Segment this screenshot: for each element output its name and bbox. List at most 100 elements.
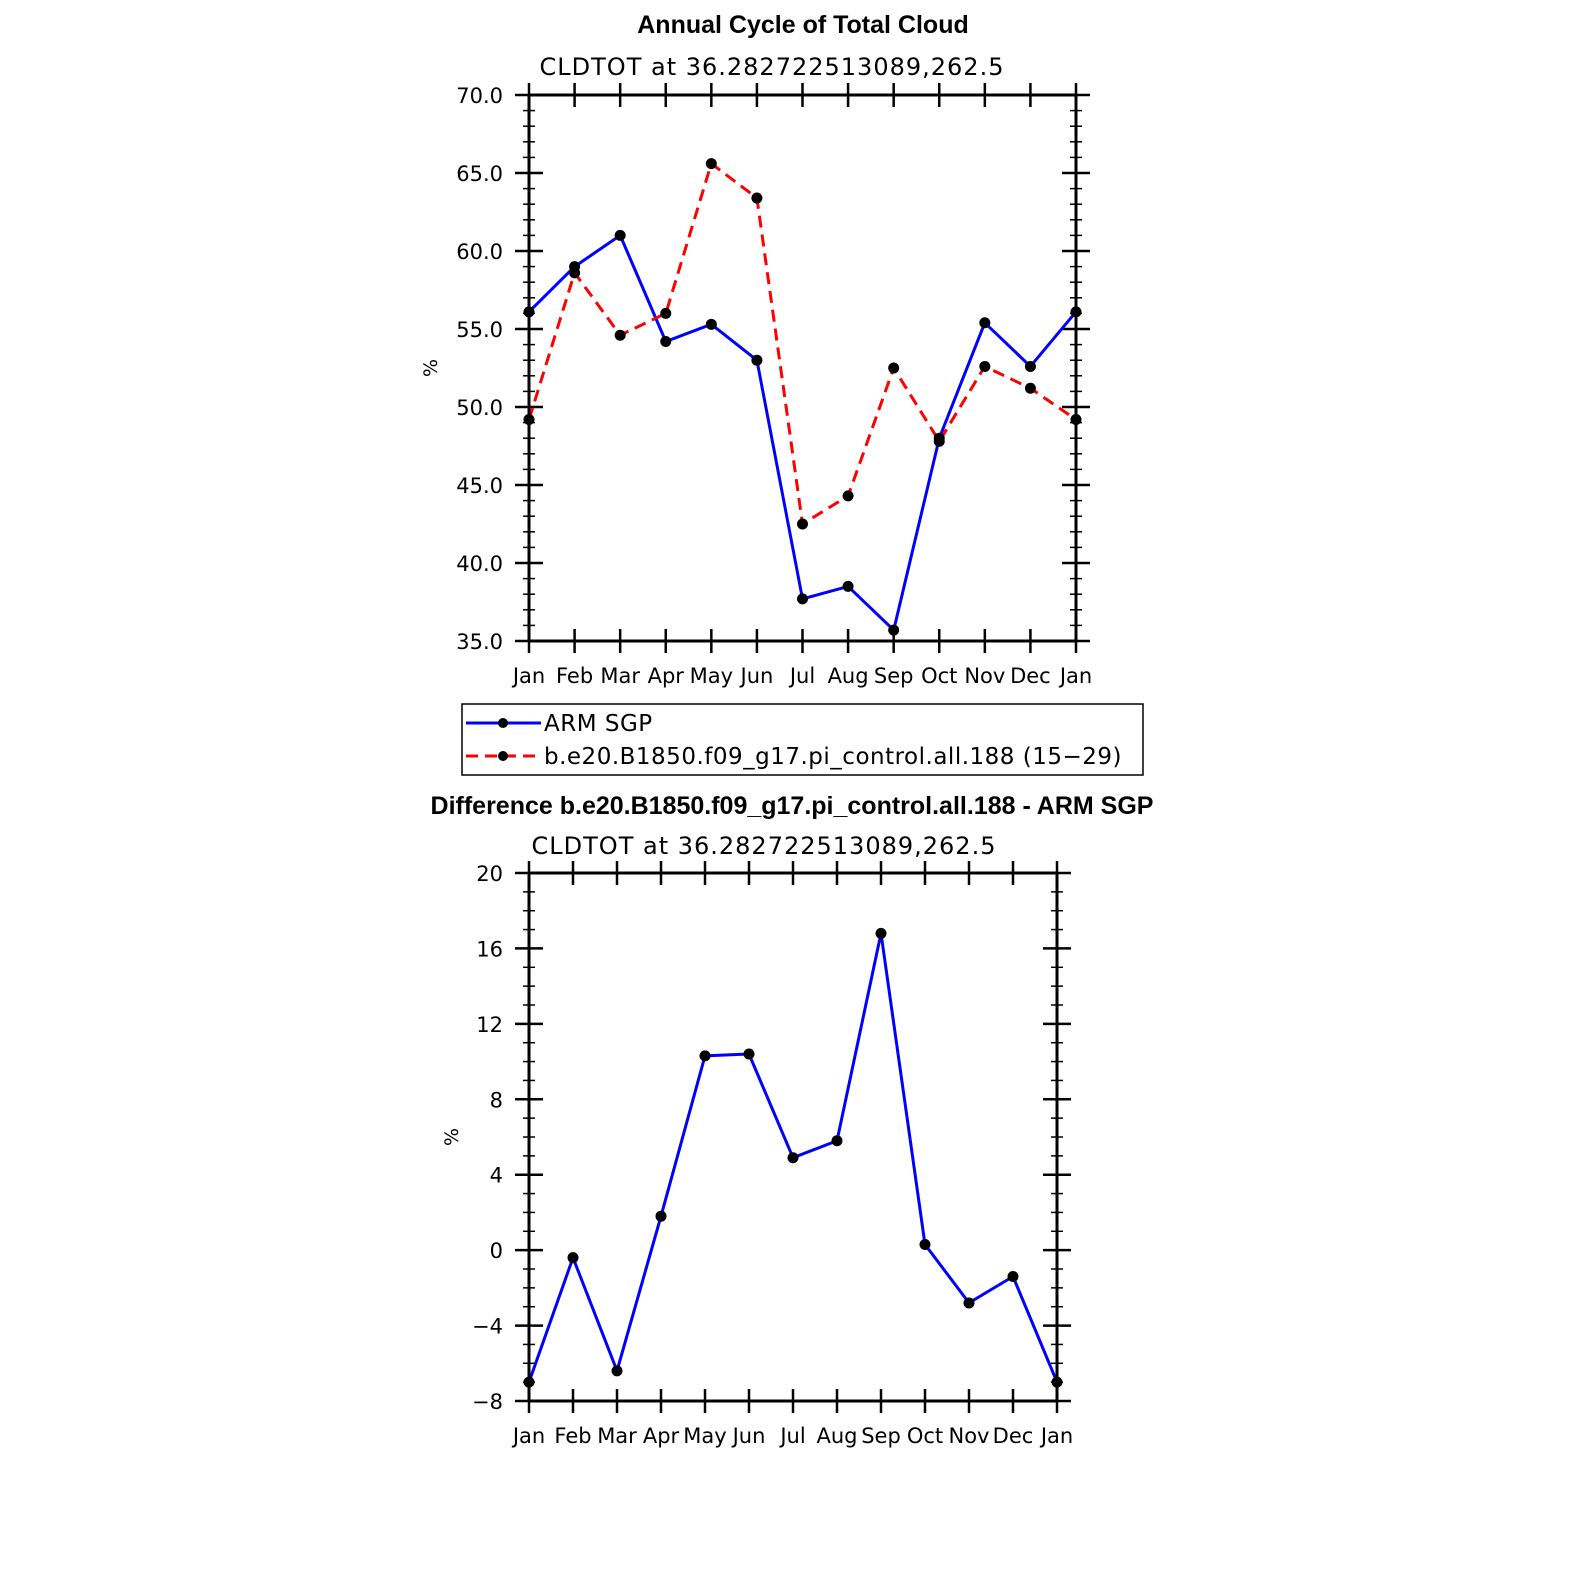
difference-chart: Difference b.e20.B1850.f09_g17.pi_contro… — [431, 792, 1154, 1448]
series-line-arm-sgp — [527, 233, 1078, 632]
series-markers — [523, 927, 1063, 1388]
data-point — [569, 267, 581, 279]
data-point — [1007, 1271, 1019, 1283]
data-point — [979, 360, 991, 372]
y-tick-label: 60.0 — [456, 240, 503, 264]
x-tick-label: Sep — [861, 1424, 901, 1448]
legend-marker — [498, 718, 508, 728]
y-tick-label: 16 — [476, 937, 503, 961]
data-point — [743, 1048, 755, 1060]
legend-entry-model: b.e20.B1850.f09_g17.pi_control.all.188 (… — [466, 744, 1122, 770]
x-tick-label: Dec — [1010, 664, 1051, 688]
x-tick-label: May — [690, 664, 733, 688]
data-point — [660, 335, 672, 347]
data-point — [963, 1297, 975, 1309]
data-point — [888, 362, 900, 374]
annual-cycle-chart: Annual Cycle of Total Cloud CLDTOT at 36… — [420, 11, 1092, 688]
y-tick-label: 45.0 — [456, 474, 503, 498]
data-point — [614, 329, 626, 341]
x-tick-label: Oct — [921, 664, 957, 688]
y-tick-label: 65.0 — [456, 162, 503, 186]
x-tick-label: Nov — [949, 1424, 990, 1448]
data-point — [888, 624, 900, 636]
y-tick-label: 4 — [490, 1164, 503, 1188]
y-tick-label: 12 — [476, 1013, 503, 1037]
data-point — [1024, 382, 1036, 394]
x-tick-label: Feb — [556, 664, 593, 688]
data-point — [655, 1210, 667, 1222]
data-point — [1024, 360, 1036, 372]
plot-frame — [527, 871, 1059, 1403]
x-tick-label: Jan — [1039, 1424, 1073, 1448]
data-point — [611, 1365, 623, 1377]
data-point — [614, 229, 626, 241]
y-tick-label: 55.0 — [456, 318, 503, 342]
data-point — [699, 1050, 711, 1062]
series-lines — [527, 162, 1078, 632]
x-tick-label: Jul — [778, 1424, 805, 1448]
x-tick-label: Oct — [907, 1424, 943, 1448]
x-tick-label: Nov — [964, 664, 1005, 688]
data-point — [979, 317, 991, 329]
y-tick-label: 20 — [476, 862, 503, 886]
y-tick-label: 70.0 — [456, 84, 503, 108]
data-point — [567, 1252, 579, 1264]
x-tick-label: Dec — [993, 1424, 1034, 1448]
x-tick-label: Sep — [874, 664, 914, 688]
data-point — [919, 1238, 931, 1250]
x-tick-label: Jun — [739, 664, 774, 688]
tick-labels: Jan Feb Mar Apr May Jun Jul Aug Sep Oct Nov Dec Jan 3… — [456, 84, 1092, 688]
chart-subtitle: CLDTOT at 36.282722513089,262.5 — [532, 832, 997, 860]
x-tick-label: Jan — [511, 664, 545, 688]
axis-ticks — [515, 83, 1090, 653]
legend-entry-arm-sgp: ARM SGP — [466, 711, 653, 737]
x-tick-label: Aug — [828, 664, 869, 688]
x-tick-label: Jan — [1058, 664, 1092, 688]
x-tick-label: Jul — [788, 664, 815, 688]
legend-label: ARM SGP — [544, 711, 653, 737]
y-tick-label: 50.0 — [456, 396, 503, 420]
legend-marker — [498, 751, 508, 761]
data-point — [842, 580, 854, 592]
y-tick-label: 35.0 — [456, 630, 503, 654]
data-point — [797, 518, 808, 530]
data-point — [875, 927, 887, 939]
data-point — [705, 158, 717, 170]
legend: ARM SGP b.e20.B1850.f09_g17.pi_control.a… — [461, 703, 1144, 776]
y-axis-label: % — [420, 359, 442, 377]
y-axis-label: % — [441, 1128, 463, 1146]
x-tick-label: Jan — [511, 1424, 545, 1448]
data-point — [787, 1152, 799, 1164]
data-point — [705, 318, 717, 330]
x-tick-label: Feb — [554, 1424, 591, 1448]
y-tick-label: −4 — [472, 1315, 503, 1339]
data-point — [751, 354, 763, 366]
data-point — [842, 490, 854, 502]
data-point — [933, 435, 945, 447]
data-point — [660, 307, 672, 319]
axis-ticks — [515, 861, 1071, 1413]
x-tick-label: Mar — [597, 1424, 637, 1448]
data-point — [751, 192, 763, 204]
data-point — [797, 593, 808, 605]
legend-label: b.e20.B1850.f09_g17.pi_control.all.188 (… — [544, 744, 1122, 770]
y-tick-label: −8 — [472, 1390, 503, 1414]
y-tick-label: 8 — [490, 1088, 503, 1112]
tick-labels: Jan Feb Mar Apr May Jun Jul Aug Sep Oct Nov Dec Jan−… — [472, 862, 1073, 1448]
y-tick-label: 0 — [490, 1239, 503, 1263]
y-tick-label: 40.0 — [456, 552, 503, 576]
data-point — [831, 1135, 843, 1147]
plot-frame — [527, 93, 1078, 643]
x-tick-label: Aug — [816, 1424, 857, 1448]
series-line-b-e20-b1850-f09-g17-pi-control-all-188-15-29- — [527, 162, 1077, 526]
x-tick-label: Mar — [600, 664, 640, 688]
x-tick-label: May — [683, 1424, 726, 1448]
x-tick-label: Apr — [648, 664, 685, 688]
x-tick-label: Jun — [731, 1424, 766, 1448]
x-tick-label: Apr — [643, 1424, 680, 1448]
chart-subtitle: CLDTOT at 36.282722513089,262.5 — [540, 53, 1005, 81]
chart-title: Difference b.e20.B1850.f09_g17.pi_contro… — [431, 792, 1154, 820]
chart-title: Annual Cycle of Total Cloud — [637, 11, 968, 39]
series-markers — [523, 158, 1082, 636]
